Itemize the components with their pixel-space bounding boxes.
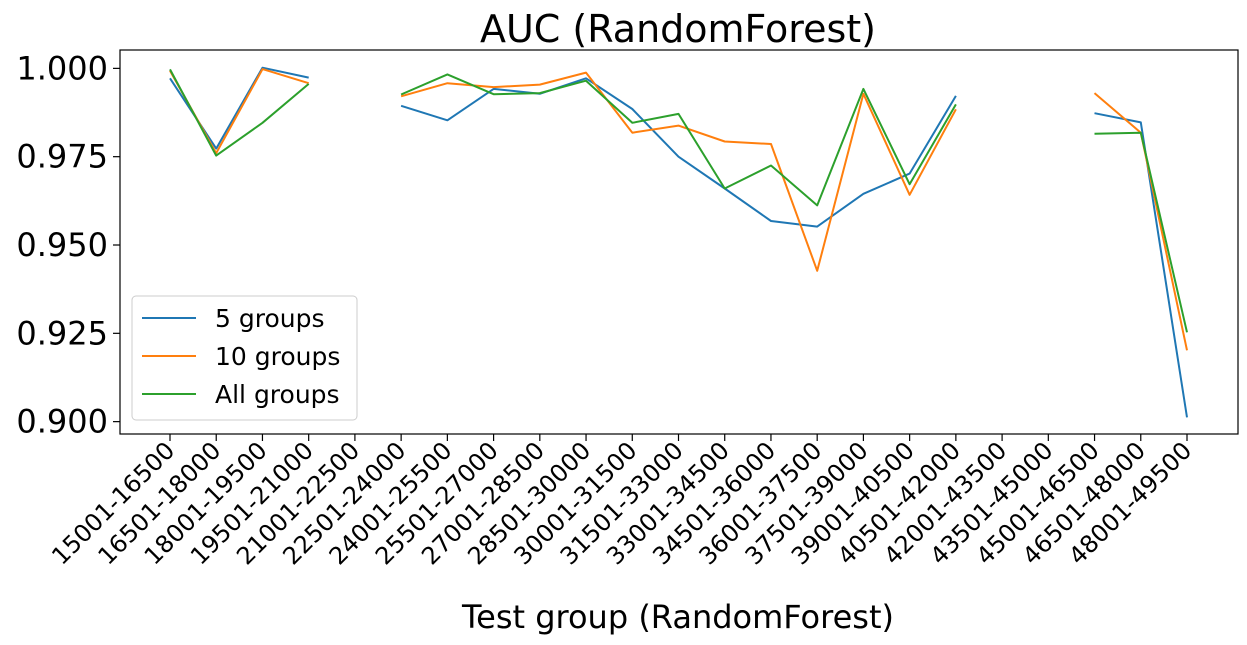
series-line-segment: [1094, 112, 1188, 418]
y-tick-label: 0.900: [16, 403, 108, 441]
y-axis: 0.900 0.925 0.950 0.975 1.000: [16, 49, 120, 441]
legend-label: 10 groups: [215, 342, 340, 371]
series-line-segment: [400, 73, 957, 207]
y-tick-label: 0.925: [16, 314, 108, 352]
x-axis-label: Test group (RandomForest): [461, 598, 894, 636]
series-line-segment: [1094, 131, 1188, 333]
legend-label: All groups: [215, 380, 340, 409]
series-line-segment: [169, 68, 310, 157]
y-tick-label: 0.950: [16, 226, 108, 264]
series-all-groups: [169, 68, 1188, 333]
y-tick-label: 1.000: [16, 49, 108, 87]
chart-title: AUC (RandomForest): [480, 7, 876, 51]
series-lines: [169, 66, 1188, 418]
legend-label: 5 groups: [215, 304, 325, 333]
legend: 5 groups 10 groups All groups: [131, 295, 358, 421]
y-tick-label: 0.975: [16, 138, 108, 176]
legend-box: [131, 295, 358, 421]
x-axis: 15001-1650016501-1800018001-1950019501-2…: [46, 434, 1197, 570]
series-line-segment: [400, 71, 957, 272]
series-line-segment: [400, 77, 957, 228]
